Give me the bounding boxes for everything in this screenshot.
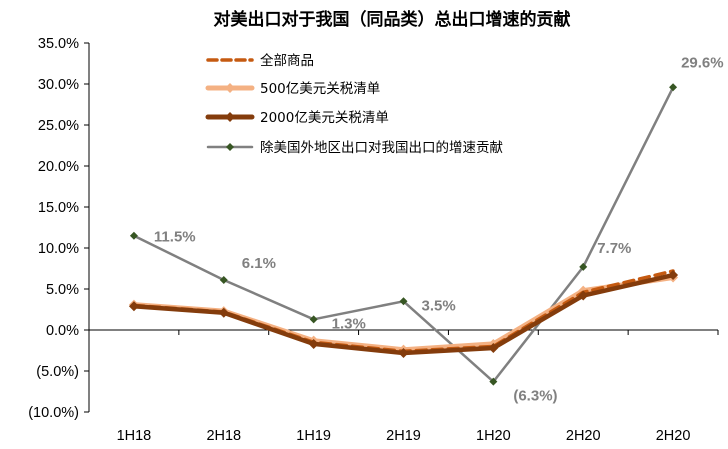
legend-label: 2000亿美元关税清单 — [260, 110, 389, 126]
series-point-3 — [129, 231, 138, 240]
y-tick-label: 0.0% — [46, 323, 79, 339]
y-tick-label: 10.0% — [38, 241, 79, 257]
series-point-3 — [669, 83, 678, 92]
data-label: 1.3% — [332, 315, 366, 332]
legend-label: 全部商品 — [260, 52, 314, 69]
y-tick-label: 15.0% — [38, 200, 79, 216]
series-point-3 — [579, 262, 588, 271]
x-tick-label: 1H19 — [296, 428, 331, 444]
series-point-3 — [489, 377, 498, 386]
x-tick-label: 2H20 — [656, 428, 691, 444]
y-tick-label: 5.0% — [46, 282, 79, 298]
series-layer — [128, 83, 679, 386]
data-label: 29.6% — [681, 54, 724, 71]
x-tick-label: 1H18 — [117, 428, 152, 444]
y-tick-label: 20.0% — [38, 159, 79, 175]
series-line-3 — [132, 86, 675, 383]
legend-label: 500亿美元关税清单 — [260, 81, 380, 97]
chart-axes: 35.0% 30.0% 25.0% 20.0% 15.0% 10.0% 5.0% 0.0% (5… — [28, 36, 719, 444]
data-label: 6.1% — [242, 255, 276, 272]
series-point-2 — [218, 307, 229, 318]
y-tick-label: 30.0% — [38, 77, 79, 93]
y-tick-label: 25.0% — [38, 118, 79, 134]
data-label: 3.5% — [422, 297, 456, 314]
series-point-2 — [668, 270, 679, 281]
series-point-3 — [309, 315, 318, 324]
y-tick-label: 35.0% — [38, 36, 79, 52]
series-point-2 — [488, 343, 499, 354]
legend-label: 除美国外地区出口对我国出口的增速贡献 — [260, 140, 503, 156]
data-labels: 11.5% 6.1% 1.3% 3.5% (6.3%) 7.7% 29.6% — [154, 54, 724, 404]
series-point-3 — [219, 275, 228, 284]
y-tick-label: (10.0%) — [28, 405, 79, 421]
legend: 全部商品 500亿美元关税清单 2000亿美元关税清单除美国外地区出口对我国出口的增… — [205, 52, 503, 156]
legend-marker — [225, 83, 235, 93]
series-point-3 — [399, 297, 408, 306]
chart-title: 对美出口对于我国（同品类）总出口增速的贡献 — [214, 9, 571, 30]
data-label: 7.7% — [597, 240, 631, 257]
legend-marker — [225, 112, 235, 122]
x-tick-label: 2H19 — [386, 428, 421, 444]
legend-marker — [226, 143, 234, 151]
data-label: (6.3%) — [513, 388, 557, 405]
data-label: 11.5% — [154, 229, 196, 246]
x-tick-label: 2H18 — [206, 428, 241, 444]
y-tick-label: (5.0%) — [36, 364, 79, 380]
x-tick-label: 2H20 — [566, 428, 601, 444]
x-tick-label: 1H20 — [476, 428, 511, 444]
series-point-2 — [128, 301, 139, 312]
series-point-2 — [398, 347, 409, 358]
series-point-2 — [578, 290, 589, 301]
series-point-2 — [308, 338, 319, 349]
